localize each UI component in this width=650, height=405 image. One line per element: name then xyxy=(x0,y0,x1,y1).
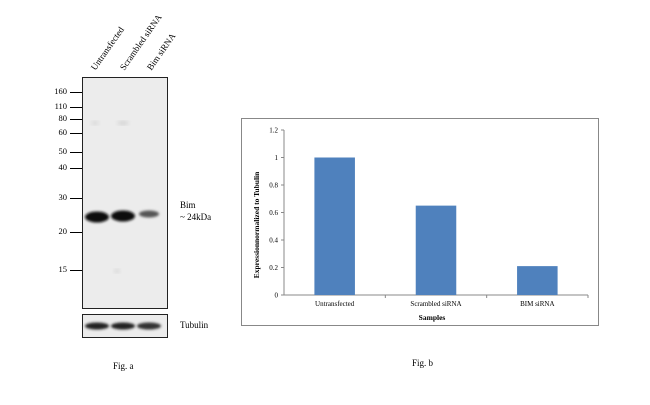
mw-marker-160: 160 xyxy=(54,86,67,96)
band-label-kda: ~ 24kDa xyxy=(180,212,212,222)
loading-control-label: Tubulin xyxy=(180,320,209,330)
band-untransfected xyxy=(85,211,109,223)
mw-tick-160 xyxy=(70,92,82,93)
mw-tick-50 xyxy=(70,152,82,153)
x-tick-label: Untransfected xyxy=(315,300,355,308)
blot-panel-tubulin xyxy=(82,314,168,338)
band-label-bim: Bim xyxy=(180,200,196,210)
y-tick-label: 0.8 xyxy=(269,182,278,190)
y-tick-label: 1.2 xyxy=(269,127,278,135)
band-bim-sirna xyxy=(139,210,159,218)
blot-bands-tubulin xyxy=(83,315,167,337)
y-tick-label: 0 xyxy=(275,292,279,300)
y-tick-label: 1 xyxy=(275,154,279,162)
mw-tick-20 xyxy=(70,232,82,233)
mw-marker-110: 110 xyxy=(54,101,67,111)
band-scrambled xyxy=(111,210,135,222)
bar-chart: Expressionnormalized to Tubulin Samples … xyxy=(252,127,589,322)
x-axis-label: Samples xyxy=(419,313,446,322)
bar-untransfected xyxy=(314,157,355,295)
fig-b-label: Fig. b xyxy=(412,358,434,368)
mw-marker-15: 15 xyxy=(58,264,68,274)
mw-marker-60: 60 xyxy=(58,127,68,137)
blot-panel-bim xyxy=(82,77,168,309)
fig-a-label: Fig. a xyxy=(113,361,134,371)
mw-tick-15 xyxy=(70,270,82,271)
mw-marker-30: 30 xyxy=(58,192,68,202)
mw-marker-80: 80 xyxy=(58,113,68,123)
bar-scrambled-sirna xyxy=(415,205,457,295)
mw-tick-30 xyxy=(70,198,82,199)
mw-marker-20: 20 xyxy=(58,226,68,236)
x-tick-label: Scrambled siRNA xyxy=(410,300,461,308)
blot-bands-bim xyxy=(83,78,167,308)
mw-marker-50: 50 xyxy=(58,146,68,156)
y-tick-label: 0.4 xyxy=(269,237,278,245)
mw-marker-40: 40 xyxy=(58,162,68,172)
x-tick-label: BIM siRNA xyxy=(520,300,554,308)
bar-chart-figure: Expressionnormalized to Tubulin Samples … xyxy=(241,118,599,326)
mw-tick-40 xyxy=(70,168,82,169)
mw-tick-80 xyxy=(70,119,82,120)
mw-tick-110 xyxy=(70,107,82,108)
y-axis-label: Expressionnormalized to Tubulin xyxy=(252,171,261,278)
bar-bim-sirna xyxy=(517,266,558,295)
mw-tick-60 xyxy=(70,133,82,134)
y-tick-label: 0.6 xyxy=(269,209,278,217)
y-tick-label: 0.2 xyxy=(269,264,278,272)
